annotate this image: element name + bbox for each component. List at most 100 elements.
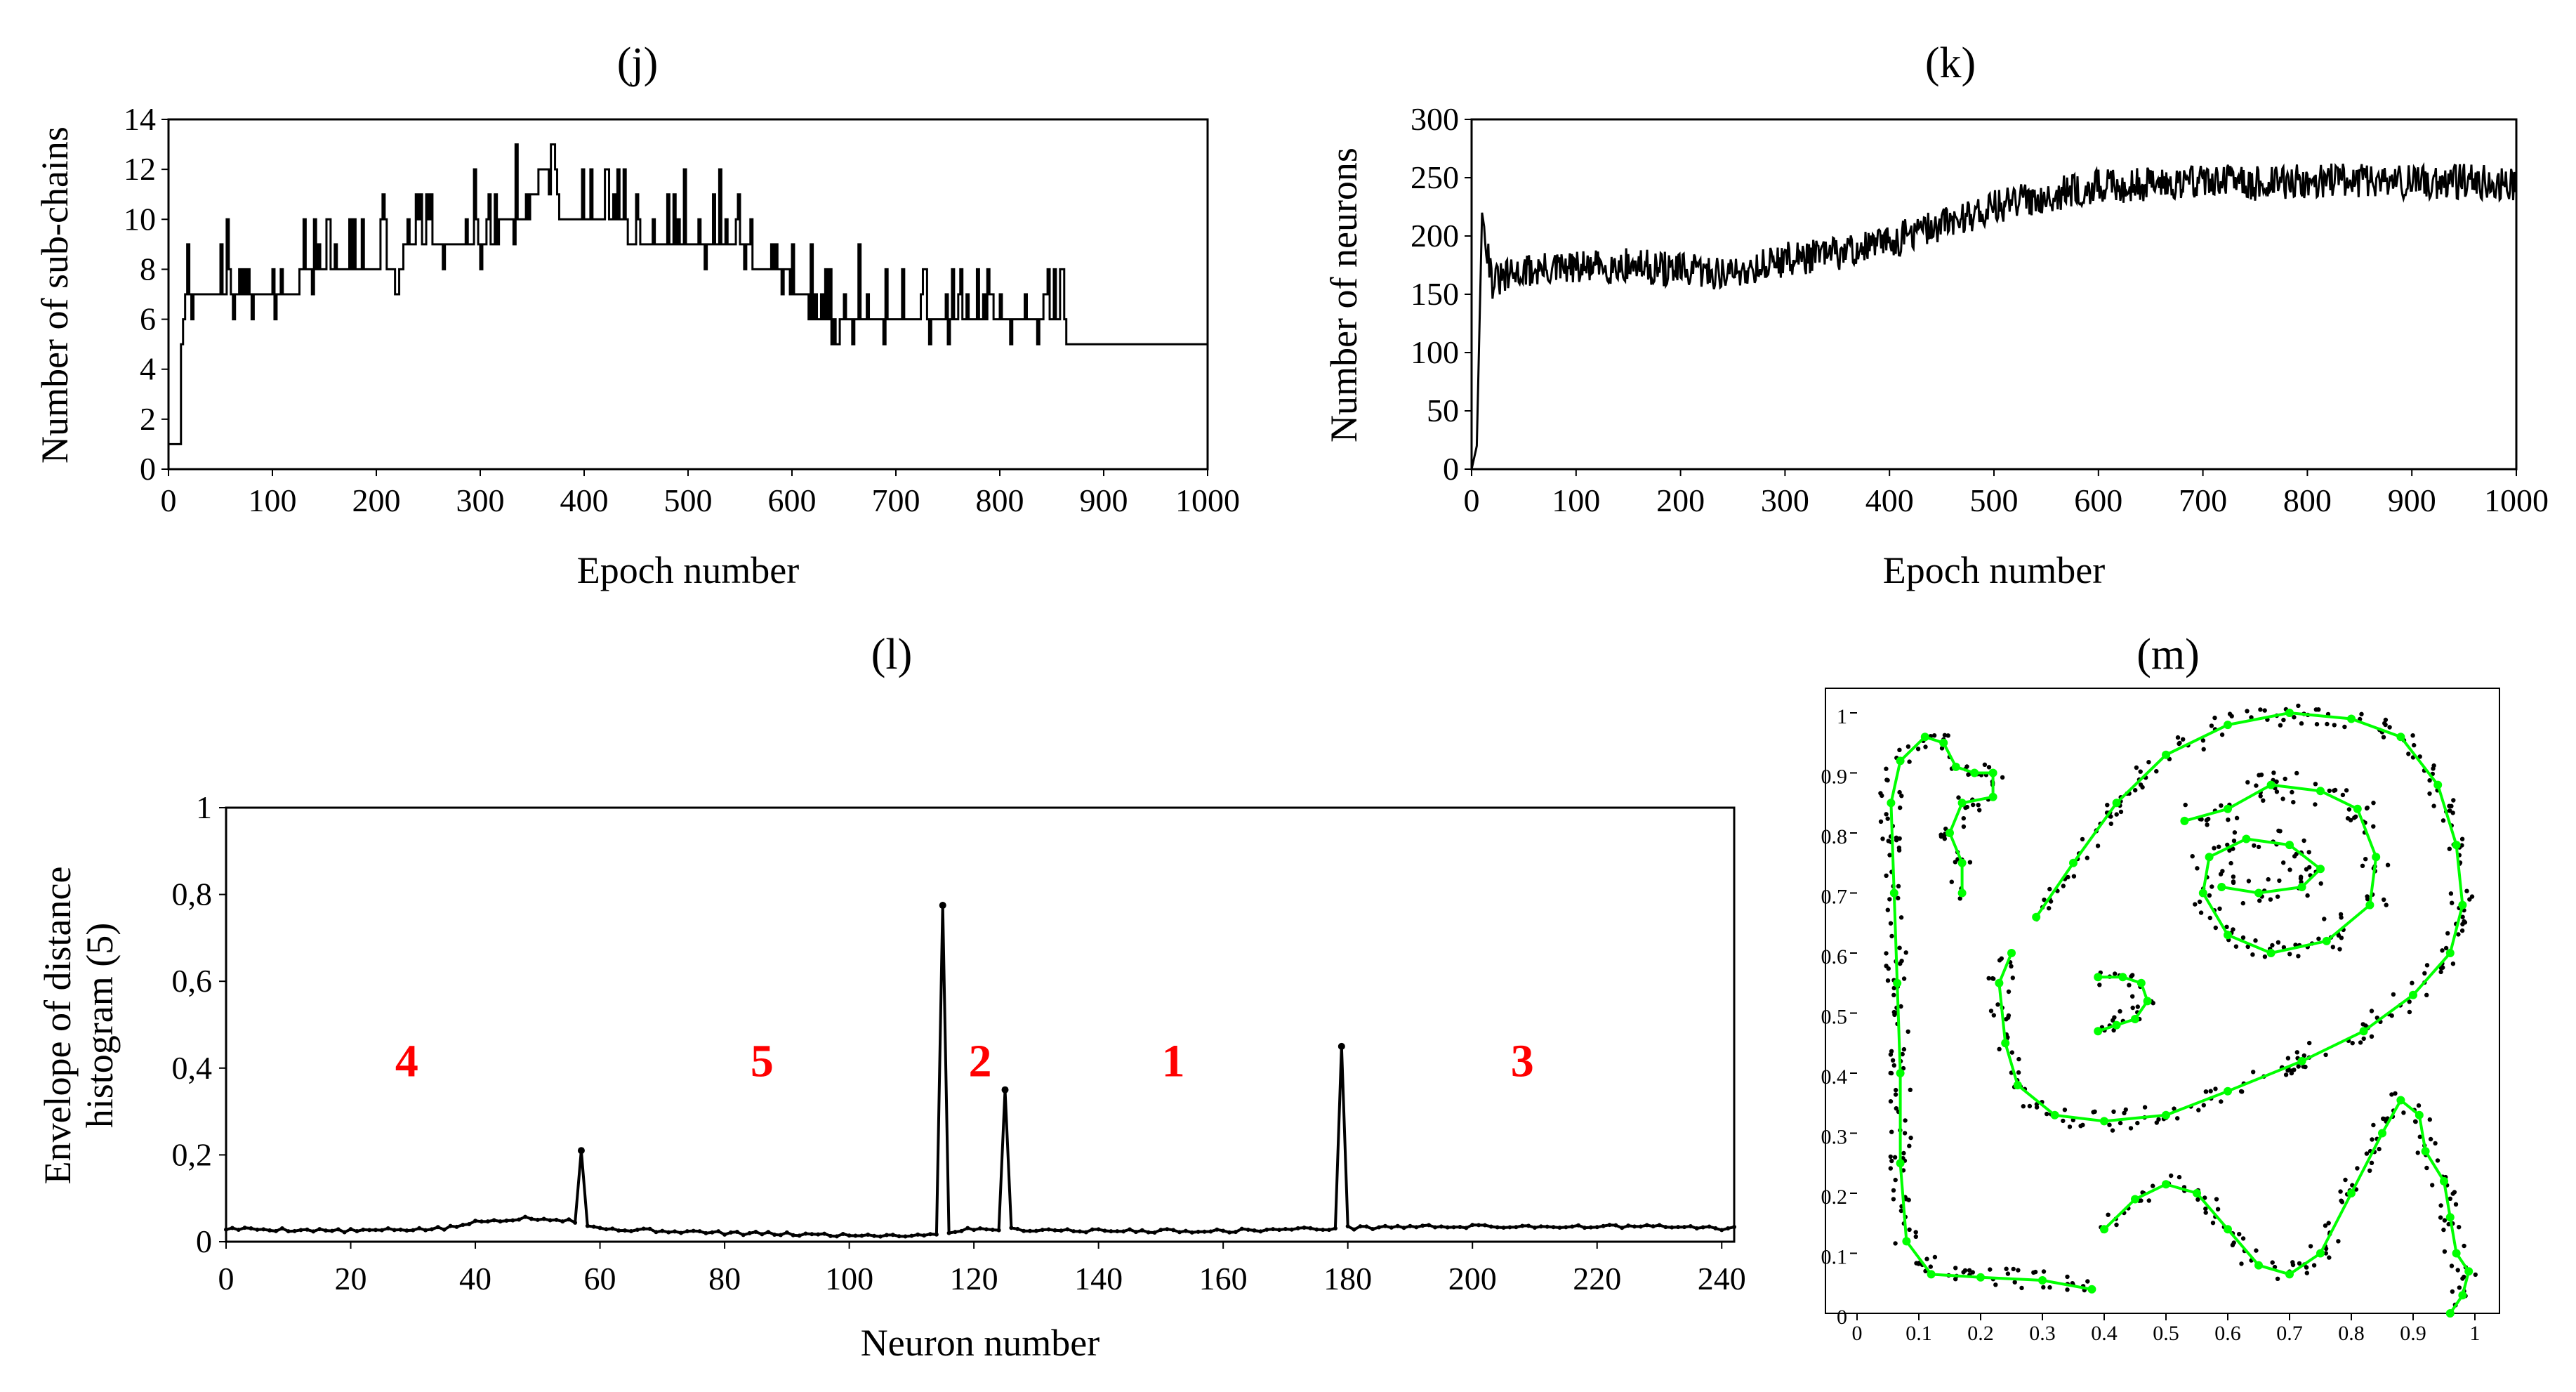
sample-point <box>1889 1070 1894 1076</box>
data-point <box>1022 1228 1026 1233</box>
sample-point <box>2387 725 2392 730</box>
sample-point <box>2009 964 2014 969</box>
x-tick-label: 500 <box>664 482 713 518</box>
sample-point <box>2450 961 2456 966</box>
data-point <box>972 1228 977 1233</box>
sample-point <box>2364 1151 2370 1156</box>
data-point <box>292 1228 297 1233</box>
x-tick-label: 60 <box>584 1261 616 1296</box>
sample-point <box>1932 1254 1938 1260</box>
data-point <box>529 1216 534 1221</box>
neuron-node <box>2007 949 2016 957</box>
x-tick-label: 120 <box>950 1261 998 1296</box>
neuron-node <box>1927 1270 1936 1279</box>
neuron-node <box>1957 799 1967 808</box>
neuron-node <box>2365 900 2374 910</box>
sample-point <box>2118 809 2124 815</box>
y-tick-label: 0 <box>140 451 156 487</box>
neuron-node <box>2193 1189 2201 1197</box>
peak-marker <box>1001 1086 1009 1094</box>
sample-point <box>2283 1072 2289 1077</box>
sample-point <box>2016 1070 2021 1075</box>
sample-point <box>2272 1264 2278 1270</box>
sample-point <box>2322 917 2327 921</box>
data-point <box>1121 1229 1126 1234</box>
sample-point <box>2212 846 2217 851</box>
data-point <box>890 1233 895 1237</box>
data-point <box>760 1232 765 1237</box>
sample-point <box>2435 1158 2440 1163</box>
sample-point <box>2197 899 2202 905</box>
sample-point <box>2266 876 2271 882</box>
data-point <box>1576 1223 1581 1228</box>
x-tick-label: 0.2 <box>1967 1322 1994 1345</box>
data-point <box>510 1218 515 1223</box>
sample-point <box>2212 715 2217 721</box>
sample-point <box>2427 1117 2432 1122</box>
sample-point <box>1905 1029 1910 1035</box>
sample-point <box>2291 800 2296 805</box>
neuron-node <box>1946 829 1954 837</box>
data-point <box>261 1227 266 1232</box>
neuron-node <box>2266 780 2276 789</box>
data-point <box>903 1234 908 1239</box>
data-point <box>866 1233 871 1237</box>
sample-point <box>2313 782 2318 787</box>
chain-line <box>1997 711 2464 1123</box>
sample-point <box>1963 805 1968 810</box>
sample-point <box>2114 1222 2119 1228</box>
sample-point <box>1902 1131 1908 1136</box>
sample-point <box>1897 789 1902 795</box>
sample-point <box>2278 723 2283 728</box>
sample-point <box>2004 1266 2009 1271</box>
sample-point <box>1988 1009 1994 1013</box>
sample-point <box>2305 893 2310 898</box>
y-tick-label: 10 <box>124 201 156 237</box>
data-point <box>1420 1223 1425 1228</box>
neuron-node <box>2452 1249 2461 1258</box>
data-point <box>978 1226 982 1231</box>
data-point <box>604 1227 609 1232</box>
sample-point <box>2360 1022 2365 1027</box>
data-point <box>311 1229 316 1234</box>
data-point <box>1283 1227 1288 1232</box>
data-point <box>1557 1225 1562 1230</box>
data-point <box>279 1226 284 1231</box>
sample-point <box>1923 744 1928 749</box>
y-tick-label: 150 <box>1411 276 1459 312</box>
sample-point <box>2258 794 2263 799</box>
x-tick-label: 0.7 <box>2276 1322 2303 1345</box>
sample-point <box>2407 999 2412 1004</box>
sample-point <box>2422 971 2427 976</box>
sample-point <box>2453 1202 2459 1207</box>
x-tick-label: 200 <box>1448 1261 1497 1296</box>
sample-point <box>2095 843 2101 848</box>
sample-point <box>2065 1287 2070 1292</box>
neuron-node <box>2359 1027 2368 1036</box>
x-tick-label: 140 <box>1074 1261 1123 1296</box>
neuron-node <box>1970 768 1979 777</box>
sample-point <box>2280 796 2285 801</box>
sample-point <box>1891 992 1896 998</box>
sample-point <box>1942 733 1948 738</box>
sample-point <box>2227 848 2232 853</box>
neuron-node <box>1976 1273 1985 1282</box>
sample-point <box>2021 1104 2026 1109</box>
sample-point <box>2271 770 2276 775</box>
data-point <box>1582 1226 1587 1230</box>
sample-point <box>2011 1266 2016 1272</box>
sample-point <box>2146 1198 2151 1203</box>
sample-point <box>2135 1120 2140 1126</box>
data-point <box>778 1233 783 1237</box>
data-point <box>1165 1227 1170 1232</box>
y-axis-label-l-line1: Envelope of distance <box>37 867 79 1185</box>
data-point <box>1345 1224 1350 1229</box>
sample-point <box>2442 1218 2448 1223</box>
data-point <box>504 1219 509 1223</box>
y-axis-ticks-j: 0 2 4 6 8 10 12 14 <box>124 101 169 487</box>
sample-point <box>2449 803 2454 809</box>
sample-point <box>1907 759 1912 764</box>
data-point <box>1052 1228 1057 1233</box>
data-point <box>1477 1223 1481 1228</box>
data-point <box>1688 1224 1693 1229</box>
